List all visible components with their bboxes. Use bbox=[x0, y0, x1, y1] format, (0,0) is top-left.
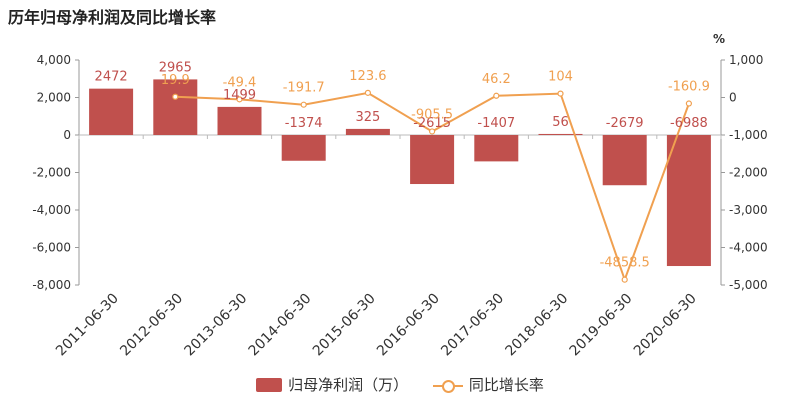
y-left-tick-label: -2,000 bbox=[32, 166, 71, 180]
legend-label-line: 同比增长率 bbox=[468, 376, 544, 394]
line-data-label: 123.6 bbox=[349, 69, 386, 84]
y-right-tick-label: -3,000 bbox=[729, 203, 768, 217]
bar-data-label: 2965 bbox=[159, 60, 192, 75]
line-data-label: -905.5 bbox=[411, 107, 453, 122]
line-data-label: -49.4 bbox=[223, 75, 257, 90]
legend-item-line[interactable]: 同比增长率 bbox=[432, 374, 544, 395]
x-tick-label: 2015-06-30 bbox=[310, 291, 379, 360]
growth-rate-point bbox=[685, 100, 693, 107]
x-tick-label: 2018-06-30 bbox=[502, 291, 571, 360]
bar bbox=[474, 135, 519, 162]
bar-data-label: -2615 bbox=[413, 116, 451, 131]
bar-data-label: 2472 bbox=[95, 70, 128, 85]
growth-rate-point bbox=[493, 92, 500, 99]
bar-data-label: 56 bbox=[552, 115, 569, 130]
y-left-tick-label: -6,000 bbox=[32, 241, 71, 255]
line-data-label: -191.7 bbox=[283, 81, 325, 96]
growth-rate-point bbox=[172, 93, 179, 100]
growth-rate-point bbox=[429, 128, 436, 135]
y-right-tick-label: -1,000 bbox=[729, 128, 768, 142]
bar bbox=[538, 133, 583, 135]
bar bbox=[410, 135, 455, 185]
bar bbox=[666, 135, 711, 267]
legend-item-bar[interactable]: 归母净利润（万） bbox=[256, 374, 408, 395]
bar bbox=[345, 128, 390, 135]
line-data-label: 104 bbox=[548, 70, 573, 85]
legend-label-bar: 归母净利润（万） bbox=[288, 376, 409, 394]
x-tick-label: 2013-06-30 bbox=[181, 291, 250, 360]
growth-rate-point bbox=[557, 90, 564, 97]
y-right-tick-label: 1,000 bbox=[729, 53, 763, 67]
y-right-tick-label: -4,000 bbox=[729, 241, 768, 255]
y-right-tick-label: 0 bbox=[729, 91, 737, 105]
x-tick-label: 2014-06-30 bbox=[246, 291, 315, 360]
y-right-tick-label: -5,000 bbox=[729, 278, 768, 292]
bar-data-label: 1499 bbox=[223, 88, 256, 103]
y-left-tick-label: -4,000 bbox=[32, 203, 71, 217]
bar bbox=[153, 79, 198, 135]
bar bbox=[602, 135, 647, 186]
legend-bar-swatch bbox=[256, 377, 283, 392]
x-tick-label: 2017-06-30 bbox=[438, 291, 507, 360]
bar-data-label: -1374 bbox=[285, 116, 323, 131]
y-left-tick-label: 4,000 bbox=[37, 53, 71, 67]
legend-line-marker bbox=[432, 378, 463, 393]
bar bbox=[217, 106, 262, 135]
bar-data-label: -1407 bbox=[477, 116, 515, 131]
bar bbox=[281, 135, 326, 161]
bar-data-label: -2679 bbox=[606, 116, 644, 131]
y-left-tick-label: 0 bbox=[63, 128, 71, 142]
x-tick-label: 2012-06-30 bbox=[117, 291, 186, 360]
y-right-unit-label: % bbox=[713, 32, 725, 46]
growth-rate-point bbox=[300, 101, 307, 108]
line-data-label: 19.9 bbox=[161, 73, 190, 88]
x-tick-label: 2020-06-30 bbox=[631, 291, 700, 360]
growth-rate-point bbox=[364, 89, 371, 96]
line-data-label: -160.9 bbox=[668, 80, 710, 95]
chart-title: 历年归母净利润及同比增长率 bbox=[8, 8, 217, 27]
growth-rate-point bbox=[236, 96, 243, 103]
x-tick-label: 2019-06-30 bbox=[567, 291, 636, 360]
x-tick-label: 2016-06-30 bbox=[374, 291, 443, 360]
bar-data-label: -6988 bbox=[670, 116, 708, 131]
line-data-label: -4858.5 bbox=[600, 256, 650, 271]
bar bbox=[89, 88, 134, 135]
growth-rate-point bbox=[621, 276, 628, 283]
chart-legend: 归母净利润（万） 同比增长率 bbox=[0, 374, 800, 396]
bar-data-label: 325 bbox=[355, 110, 380, 125]
y-right-tick-label: -2,000 bbox=[729, 166, 768, 180]
x-tick-label: 2011-06-30 bbox=[53, 291, 122, 360]
line-data-label: 46.2 bbox=[482, 72, 511, 87]
y-left-tick-label: -8,000 bbox=[32, 278, 71, 292]
y-left-tick-label: 2,000 bbox=[37, 91, 71, 105]
